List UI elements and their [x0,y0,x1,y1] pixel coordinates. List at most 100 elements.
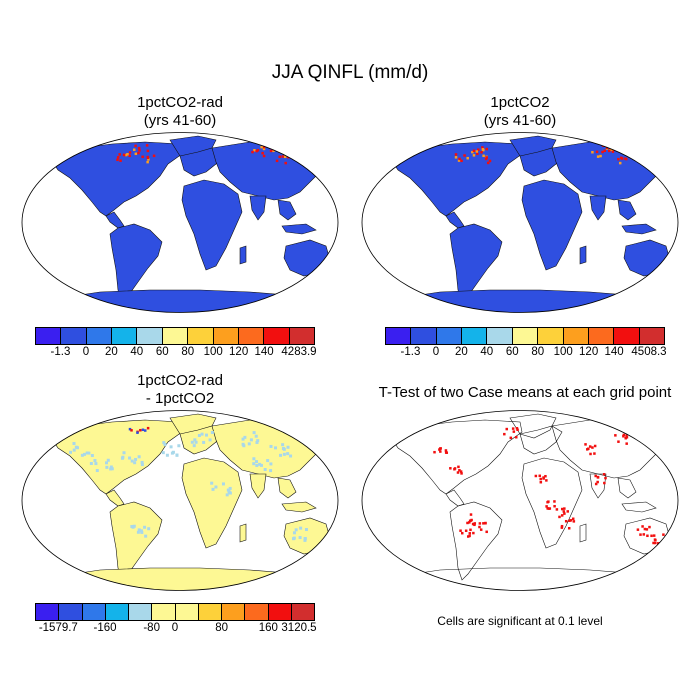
significant-cell [588,445,592,448]
high-value-cell [146,149,150,153]
colorbar-tick-label: 0 [432,346,440,358]
colorbar-2-swatch [563,328,589,344]
diff-cell [303,537,307,541]
diff-extreme-cell [293,428,296,432]
diff-cell [140,460,144,464]
high-value-cell [463,154,466,157]
high-value-cell [639,153,643,156]
continent-se-asia [277,477,297,499]
high-value-cell [266,142,270,145]
significant-cell [545,505,548,508]
colorbar-tick-label: 4283.9 [281,346,317,358]
continent-india [249,473,267,499]
diff-cell [144,534,148,538]
high-value-cell [271,146,275,149]
significant-cell [505,427,509,431]
colorbar-tick-label: 4508.3 [631,346,667,358]
significant-cell [457,465,460,469]
high-value-cell [122,153,126,157]
colorbar-tick-label: 0 [82,346,90,358]
significant-cell [469,519,472,522]
significant-cell [614,434,617,437]
colorbar-tick-label: 140 [254,346,274,358]
continent-south-america [449,501,503,581]
high-value-cell [295,153,299,157]
diff-cell [254,434,258,438]
colorbar-2 [385,327,665,345]
high-value-cell [323,154,327,158]
significant-cell [516,428,519,432]
diff-extreme-cell [276,423,279,427]
diff-cell [304,528,308,532]
significant-cell [449,467,452,470]
high-value-cell [307,155,310,159]
significant-cell [539,477,542,481]
significant-cell [445,451,449,454]
diff-cell [211,487,215,491]
high-value-cell [480,151,483,154]
high-value-cell [626,152,629,155]
colorbar-2-swatch [588,328,615,344]
diff-cell [105,465,109,469]
significant-cell [469,528,472,532]
continent-antarctica [59,567,321,591]
high-value-cell [322,150,325,153]
high-value-cell [116,156,120,159]
high-value-cell [591,150,594,154]
continent-north-america [49,141,183,217]
significant-cell [555,508,559,511]
high-value-cell [647,153,651,156]
high-value-cell [278,155,281,159]
high-value-cell [253,149,256,152]
high-value-cell [322,153,325,156]
diff-extreme-cell [136,431,139,434]
high-value-cell [147,158,150,161]
high-value-cell [274,146,278,149]
continent-antarctica [399,289,661,313]
high-value-cell [610,143,613,147]
continent-north-america [389,419,523,495]
significant-cell [622,435,625,438]
colorbar-tick-label: -1.3 [400,346,421,358]
diff-cell [69,450,73,454]
diff-cell [94,462,98,466]
continent-africa [521,457,583,549]
diff-cell [136,530,140,534]
high-value-cell [454,156,458,159]
diff-cell [210,431,214,435]
diff-cell [140,530,144,534]
diff-cell [256,439,260,443]
high-value-cell [601,150,604,154]
diff-cell [90,454,94,458]
high-value-cell [146,160,149,164]
significant-cell [458,469,461,472]
diff-cell [249,438,253,442]
high-value-cell [295,152,299,156]
continent-europe [179,147,223,177]
continent-madagascar [239,245,247,265]
significant-cell [587,447,590,451]
significant-cell [641,525,644,528]
significant-cell [534,474,538,478]
continent-se-asia [617,199,637,221]
colorbar-1-swatch [61,328,87,344]
high-value-cell [484,157,488,161]
high-value-cell [651,150,655,154]
diff-cell [303,538,307,542]
map-boundary [361,410,679,591]
diff-cell [228,491,232,495]
diff-cell [252,462,256,466]
significant-cell [654,538,657,542]
continent-indonesia [281,223,317,235]
high-value-cell [134,144,137,148]
significant-cell [647,442,650,446]
colorbar-1-swatch [213,328,239,344]
significant-cell [639,533,642,536]
significant-cell [453,468,456,471]
continent-south-america [109,223,163,303]
significant-cell [511,427,515,430]
diff-cell [252,457,256,461]
high-value-cell [260,145,263,149]
diff-cell [292,536,296,540]
significant-cell [646,534,649,538]
